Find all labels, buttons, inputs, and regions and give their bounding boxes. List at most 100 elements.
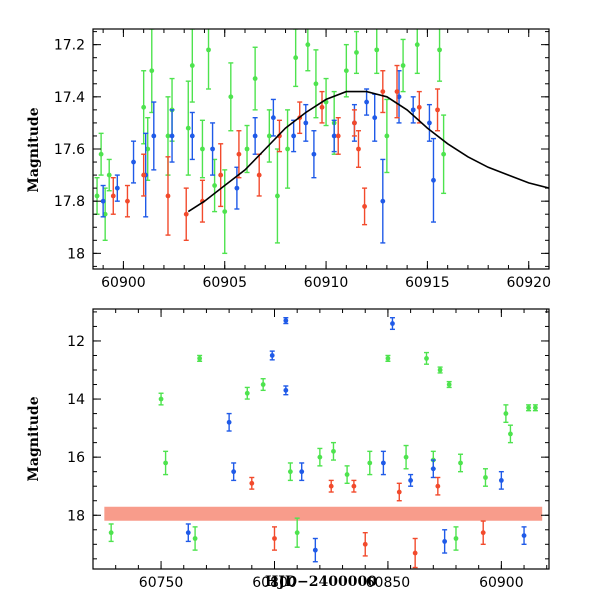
top-marker <box>200 146 205 152</box>
top-green-point <box>274 148 280 244</box>
top-green-point <box>206 29 212 90</box>
top-y-tick-label: 17.6 <box>54 142 85 158</box>
bottom-red-point <box>412 537 418 569</box>
bottom-x-tick-label: 60850 <box>366 575 411 591</box>
bottom-marker <box>192 536 198 541</box>
top-green-point <box>285 109 291 189</box>
top-red-point <box>355 130 361 168</box>
top-green-point <box>98 132 104 176</box>
top-blue-point <box>151 101 157 171</box>
top-marker <box>431 177 436 183</box>
top-ticks: 60900 60905 60910 60915 60920 17.2 17.4 17.6 17.… <box>54 29 551 291</box>
top-red-point <box>256 153 262 197</box>
top-blue-point <box>114 174 120 202</box>
top-marker <box>244 146 250 152</box>
bottom-y-tick-label: 14 <box>67 392 85 408</box>
bottom-blue-point <box>442 529 448 554</box>
top-green-point <box>305 29 311 72</box>
top-blue-point <box>396 70 402 124</box>
bottom-blue-point <box>430 459 436 479</box>
top-blue-point <box>430 137 436 223</box>
top-marker <box>354 50 359 55</box>
bottom-blue-point <box>380 450 386 476</box>
top-marker <box>228 94 234 100</box>
top-marker <box>293 55 299 61</box>
bottom-green-point <box>158 392 164 406</box>
top-marker <box>125 198 130 204</box>
top-blue-point <box>252 116 258 155</box>
bottom-green-point <box>532 404 538 412</box>
top-marker <box>212 183 218 188</box>
bottom-marker <box>430 466 436 472</box>
bottom-red-point <box>351 479 357 493</box>
bottom-blue-point <box>283 317 289 325</box>
top-red-point <box>183 187 189 242</box>
top-marker <box>394 89 400 95</box>
bottom-marker <box>408 477 414 483</box>
bottom-x-tick-label: 60800 <box>252 575 297 591</box>
bottom-marker <box>498 477 504 483</box>
top-marker <box>256 172 262 178</box>
bottom-marker <box>344 472 350 477</box>
bottom-marker <box>294 530 300 536</box>
top-red-point <box>236 130 242 179</box>
bottom-marker <box>385 355 391 361</box>
bottom-green-point <box>108 523 114 543</box>
top-marker <box>427 120 432 126</box>
top-green-point <box>252 46 258 111</box>
top-red-point <box>218 143 224 208</box>
top-marker <box>319 104 325 110</box>
top-green-point <box>441 114 447 195</box>
bottom-marker <box>108 530 114 536</box>
bottom-marker <box>299 469 305 475</box>
top-marker <box>252 133 258 139</box>
bottom-marker <box>503 411 509 416</box>
bottom-plot-frame <box>92 308 550 570</box>
bottom-marker <box>185 530 191 536</box>
top-y-axis-title: Magnitude <box>26 107 42 192</box>
bottom-marker <box>328 483 334 489</box>
top-marker <box>94 193 100 199</box>
top-green-point <box>199 119 205 179</box>
bottom-blue-point <box>269 350 275 361</box>
bottom-marker <box>390 321 395 326</box>
top-red-point <box>199 179 205 223</box>
top-blue-point <box>270 98 276 137</box>
bottom-marker <box>283 318 289 324</box>
bottom-green-point <box>197 354 203 362</box>
top-red-point <box>110 176 116 215</box>
bottom-green-point <box>423 351 429 365</box>
top-red-point <box>335 116 341 155</box>
bottom-marker <box>317 454 323 460</box>
top-marker <box>275 193 280 199</box>
top-green-point <box>400 38 406 93</box>
bottom-marker <box>231 469 237 475</box>
bottom-green-point <box>294 517 300 548</box>
top-x-tick-label: 60900 <box>101 275 146 291</box>
bottom-green-point <box>192 526 198 551</box>
top-green-point <box>149 29 155 114</box>
bottom-green-point <box>244 386 250 400</box>
bottom-blue-point <box>283 385 289 396</box>
bottom-blue-point <box>408 473 414 487</box>
top-marker <box>189 63 195 68</box>
top-marker <box>102 211 108 217</box>
top-green-point <box>266 109 272 163</box>
bottom-blue-point <box>299 462 305 482</box>
bottom-x-tick-label: 60900 <box>479 575 524 591</box>
top-marker <box>141 172 147 178</box>
bottom-marker <box>446 382 452 387</box>
top-green-point <box>353 30 359 75</box>
top-marker <box>149 68 155 74</box>
bottom-y-tick-label: 12 <box>67 334 85 350</box>
bottom-green-point <box>458 453 464 473</box>
bottom-marker <box>526 405 531 411</box>
top-marker <box>305 42 311 48</box>
top-marker <box>100 198 106 204</box>
top-green-point <box>437 29 443 82</box>
bottom-panel-clip-content <box>104 317 543 569</box>
top-blue-point <box>100 184 106 218</box>
top-green-point <box>244 124 250 174</box>
bottom-marker <box>244 390 250 396</box>
